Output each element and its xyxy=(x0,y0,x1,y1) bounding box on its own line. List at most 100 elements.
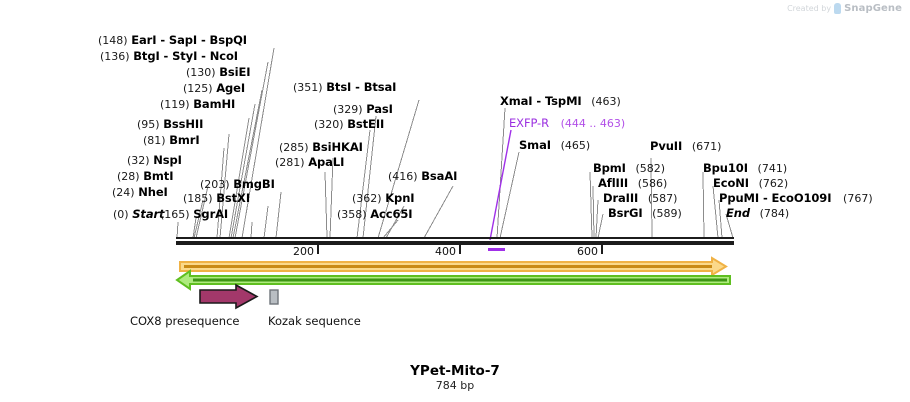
enzyme-position: (125) xyxy=(183,82,213,95)
enzyme-name: NspI xyxy=(153,153,182,167)
enzyme-label-bsiHKAI[interactable]: (285) BsiHKAI xyxy=(279,141,363,154)
enzyme-position: (741) xyxy=(757,162,788,175)
enzyme-name: EcoNI xyxy=(713,176,749,190)
enzyme-label-kpnI[interactable]: (362) KpnI xyxy=(352,191,415,205)
enzyme-name: BmgBI xyxy=(233,177,275,191)
primer-marker-exfp-r[interactable] xyxy=(488,248,505,251)
enzyme-position: (465) xyxy=(560,139,591,152)
enzyme-label-bamHI[interactable]: (119) BamHI xyxy=(160,98,235,111)
enzyme-name: BsiEI xyxy=(219,65,251,79)
enzyme-name: Start xyxy=(132,207,165,221)
enzyme-position: (589) xyxy=(652,207,682,220)
enzyme-position: (32) xyxy=(127,154,150,167)
sequence-line-top[interactable] xyxy=(176,237,734,239)
enzyme-name: AgeI xyxy=(216,81,246,95)
enzyme-name: PpuMI - EcoO109I xyxy=(719,191,832,205)
enzyme-label-pasI[interactable]: (329) PasI xyxy=(333,103,393,116)
enzyme-position: (148) xyxy=(98,34,128,47)
enzyme-label-acc65I[interactable]: (358) Acc65I xyxy=(337,207,413,221)
enzyme-name: BstXI xyxy=(216,191,251,205)
enzyme-position: (285) xyxy=(279,141,309,154)
enzyme-label-bsaAI[interactable]: (416) BsaAI xyxy=(388,170,457,183)
ruler-tick-200 xyxy=(317,245,319,254)
enzyme-label-bsrGI[interactable]: BsrGI (589) xyxy=(608,207,682,220)
enzyme-label-bstXI[interactable]: (185) BstXI xyxy=(183,192,250,205)
sequence-line-bottom[interactable] xyxy=(176,241,734,245)
enzyme-label-bstEII[interactable]: (320) BstEII xyxy=(314,118,384,131)
enzyme-position: (281) xyxy=(275,156,305,169)
primer-range: (444 .. 463) xyxy=(560,117,626,130)
enzyme-label-ecoNI[interactable]: EcoNI (762) xyxy=(713,177,788,190)
enzyme-position: (586) xyxy=(637,177,668,190)
enzyme-position: (165) xyxy=(160,208,190,221)
enzyme-position: (24) xyxy=(112,186,135,199)
enzyme-label-bmrI[interactable]: (81) BmrI xyxy=(143,134,200,147)
enzyme-label-earI-sapI-bspQI[interactable]: (148) EarI - SapI - BspQI xyxy=(98,34,247,47)
enzyme-name: BsaAI xyxy=(421,169,458,183)
enzyme-position: (767) xyxy=(843,192,873,205)
enzyme-position: (784) xyxy=(759,207,790,220)
enzyme-name: XmaI - TspMI xyxy=(500,94,582,108)
enzyme-label-bssHII[interactable]: (95) BssHII xyxy=(137,118,203,131)
enzyme-position: (762) xyxy=(758,177,789,190)
enzyme-name: PvuII xyxy=(650,139,683,153)
enzyme-label-nspI[interactable]: (32) NspI xyxy=(127,154,182,167)
enzyme-label-bsiEI[interactable]: (130) BsiEI xyxy=(186,65,251,79)
enzyme-name: KpnI xyxy=(385,191,415,205)
enzyme-position: (320) xyxy=(314,118,344,131)
enzyme-label-ppuMI-ecoO109I[interactable]: PpuMI - EcoO109I (767) xyxy=(719,192,873,205)
enzyme-label-aflIII[interactable]: AflIII (586) xyxy=(598,177,667,190)
snapgene-logo-icon xyxy=(834,3,842,14)
enzyme-name: SmaI xyxy=(519,138,551,152)
ruler-tick-400 xyxy=(459,245,461,254)
snapgene-watermark: Created by SnapGene xyxy=(787,3,902,14)
enzyme-name: Acc65I xyxy=(370,207,413,221)
primer-label-exfp-r[interactable]: EXFP-R (444 .. 463) xyxy=(509,117,625,130)
enzyme-label-btgI-styI-ncoI[interactable]: (136) BtgI - StyI - NcoI xyxy=(100,50,238,63)
enzyme-label-bpmI[interactable]: BpmI (582) xyxy=(593,162,665,175)
ruler-tick-600 xyxy=(601,245,603,254)
enzyme-position: (119) xyxy=(160,98,190,111)
enzyme-label-pvuII[interactable]: PvuII (671) xyxy=(650,140,721,153)
enzyme-position: (329) xyxy=(333,103,363,116)
enzyme-label-smaI[interactable]: SmaI (465) xyxy=(519,139,590,152)
enzyme-position: (671) xyxy=(691,140,722,153)
enzyme-name: DraIII xyxy=(603,191,639,205)
enzyme-name: BssHII xyxy=(163,117,204,131)
ruler-label-600: 600 xyxy=(577,245,598,258)
enzyme-position: (416) xyxy=(388,170,418,183)
enzyme-label-bpu10I[interactable]: Bpu10I (741) xyxy=(703,162,787,175)
enzyme-position: (362) xyxy=(352,192,382,205)
enzyme-name: Bpu10I xyxy=(703,161,748,175)
enzyme-label-bmtI[interactable]: (28) BmtI xyxy=(117,170,173,183)
sequence-length: 784 bp xyxy=(435,379,475,392)
enzyme-position: (358) xyxy=(337,208,367,221)
ruler-label-400: 400 xyxy=(435,245,456,258)
watermark-created-by: Created by xyxy=(787,4,832,13)
enzyme-name: BtgI - StyI - NcoI xyxy=(133,49,238,63)
enzyme-label-nheI[interactable]: (24) NheI xyxy=(112,186,168,199)
enzyme-label-sgrAI[interactable]: (165) SgrAI xyxy=(160,208,228,221)
enzyme-name: BstEII xyxy=(347,117,385,131)
enzyme-label-bmgBI[interactable]: (203) BmgBI xyxy=(200,178,275,191)
enzyme-label-end[interactable]: End (784) xyxy=(726,207,789,220)
enzyme-position: (587) xyxy=(647,192,678,205)
enzyme-label-draIII[interactable]: DraIII (587) xyxy=(603,192,677,205)
feature-label-cox8-presequence[interactable]: COX8 presequence xyxy=(130,314,240,328)
enzyme-name: BamHI xyxy=(193,97,236,111)
enzyme-label-start[interactable]: (0) Start xyxy=(113,207,165,221)
enzyme-position: (185) xyxy=(183,192,213,205)
enzyme-name: BsiHKAI xyxy=(312,140,363,154)
enzyme-label-ageI[interactable]: (125) AgeI xyxy=(183,82,245,95)
enzyme-position: (463) xyxy=(591,95,621,108)
enzyme-position: (136) xyxy=(100,50,130,63)
enzyme-label-btsI-btsaI[interactable]: (351) BtsI - BtsaI xyxy=(293,81,396,94)
enzyme-name: PasI xyxy=(366,102,393,116)
feature-label-kozak-sequence[interactable]: Kozak sequence xyxy=(268,314,361,328)
enzyme-label-xmaI-tspMI[interactable]: XmaI - TspMI (463) xyxy=(500,95,621,108)
ruler-label-200: 200 xyxy=(293,245,314,258)
enzyme-label-apaLI[interactable]: (281) ApaLI xyxy=(275,156,344,169)
enzyme-position: (582) xyxy=(635,162,666,175)
